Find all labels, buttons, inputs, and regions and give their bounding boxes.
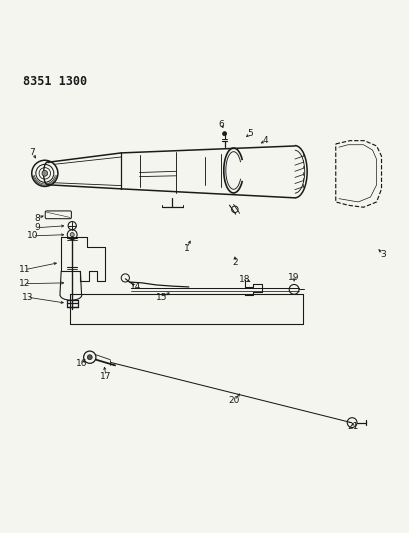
Text: 18: 18 xyxy=(239,275,250,284)
Text: 3: 3 xyxy=(379,250,385,259)
Text: 7: 7 xyxy=(29,148,35,157)
Text: 2: 2 xyxy=(232,258,238,267)
Text: 20: 20 xyxy=(228,396,240,405)
Text: 8: 8 xyxy=(34,214,40,223)
Text: 5: 5 xyxy=(247,129,252,138)
Text: 11: 11 xyxy=(18,265,30,274)
Text: 4: 4 xyxy=(262,136,267,145)
Text: 10: 10 xyxy=(27,231,38,240)
Circle shape xyxy=(42,171,47,176)
Circle shape xyxy=(222,132,226,136)
Text: 16: 16 xyxy=(76,359,87,368)
Text: 8351 1300: 8351 1300 xyxy=(23,75,87,88)
Circle shape xyxy=(87,355,92,360)
Text: 6: 6 xyxy=(218,120,224,129)
Text: 19: 19 xyxy=(288,273,299,282)
Text: 9: 9 xyxy=(34,223,40,232)
Text: 14: 14 xyxy=(130,281,141,290)
Circle shape xyxy=(70,232,74,237)
Text: 15: 15 xyxy=(156,293,167,302)
Text: 21: 21 xyxy=(346,422,358,431)
Text: 1: 1 xyxy=(183,244,189,253)
Text: 13: 13 xyxy=(21,293,33,302)
Text: 17: 17 xyxy=(100,372,112,381)
Text: 12: 12 xyxy=(19,279,30,288)
